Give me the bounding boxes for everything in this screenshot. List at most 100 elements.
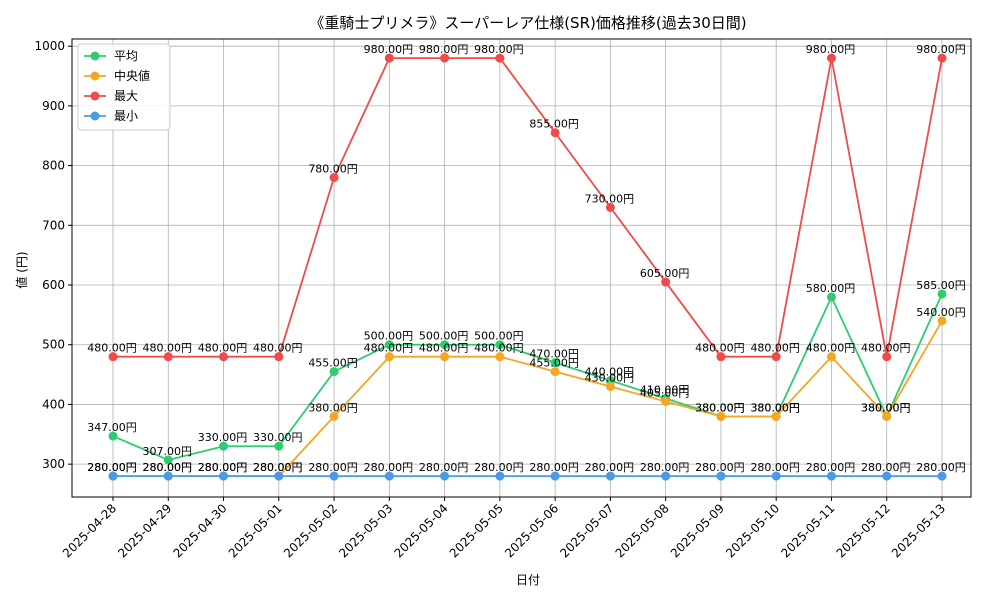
y-axis-label: 値 (円) [14, 251, 29, 288]
y-tick-label: 300 [42, 457, 65, 471]
y-tick-label: 700 [42, 218, 65, 232]
data-label: 280.00円 [87, 461, 137, 474]
data-point [937, 471, 947, 481]
data-label: 280.00円 [750, 461, 800, 474]
data-label: 380.00円 [308, 401, 358, 414]
data-label: 405.00円 [640, 386, 690, 399]
x-tick-label: 2025-05-02 [281, 501, 340, 560]
data-label: 855.00円 [529, 118, 579, 131]
data-label: 980.00円 [364, 43, 414, 56]
data-point [826, 352, 836, 362]
data-point [108, 431, 118, 441]
data-label: 380.00円 [695, 401, 745, 414]
data-label: 347.00円 [87, 421, 137, 434]
data-point [771, 411, 781, 421]
data-point [163, 455, 173, 465]
x-tick-label: 2025-05-13 [889, 501, 948, 560]
data-label: 280.00円 [806, 461, 856, 474]
data-label: 500.00円 [474, 330, 524, 343]
data-label: 540.00円 [916, 306, 966, 319]
x-tick-label: 2025-05-10 [723, 501, 782, 560]
y-axis: 300 400 500 600 700 800 900 1000 [34, 39, 72, 471]
data-labels: 347.00円 307.00円 330.00円 330.00円 455.00円 500.0… [87, 43, 966, 474]
data-point [495, 352, 505, 362]
data-label: 380.00円 [695, 401, 745, 414]
data-label: 307.00円 [143, 445, 193, 458]
data-point [440, 471, 450, 481]
y-tick-label: 900 [42, 99, 65, 113]
data-label: 380.00円 [861, 401, 911, 414]
x-tick-label: 2025-05-04 [392, 501, 451, 560]
x-tick-label: 2025-05-03 [336, 501, 395, 560]
data-point [274, 441, 284, 451]
data-label: 280.00円 [474, 461, 524, 474]
x-tick-label: 2025-05-08 [613, 501, 672, 560]
data-point [550, 128, 560, 138]
legend-label: 最小 [114, 109, 138, 123]
x-tick-label: 2025-04-29 [115, 501, 174, 560]
data-label: 480.00円 [253, 342, 303, 355]
y-tick-label: 400 [42, 397, 65, 411]
data-point [937, 53, 947, 63]
data-point [495, 53, 505, 63]
plot-frame [71, 38, 972, 498]
data-label: 455.00円 [308, 357, 358, 370]
data-point [550, 471, 560, 481]
data-label: 480.00円 [364, 342, 414, 355]
x-axis-label: 日付 [516, 573, 540, 587]
data-label: 280.00円 [364, 461, 414, 474]
data-point [826, 292, 836, 302]
data-label: 580.00円 [806, 282, 856, 295]
data-label: 280.00円 [198, 461, 248, 474]
data-point [605, 382, 615, 392]
data-point [440, 352, 450, 362]
legend-marker [90, 91, 100, 101]
data-label: 280.00円 [87, 461, 137, 474]
data-point [384, 471, 394, 481]
data-point [771, 471, 781, 481]
data-point [384, 53, 394, 63]
data-label: 730.00円 [585, 192, 635, 205]
data-point [716, 352, 726, 362]
data-point [771, 352, 781, 362]
data-label: 480.00円 [419, 342, 469, 355]
series-group [108, 53, 947, 481]
data-point [440, 53, 450, 63]
data-point [384, 352, 394, 362]
data-point [661, 471, 671, 481]
data-label: 980.00円 [419, 43, 469, 56]
data-label: 380.00円 [861, 401, 911, 414]
data-point [108, 352, 118, 362]
x-axis: 2025-04-282025-04-292025-04-302025-05-01… [60, 497, 948, 560]
data-label: 380.00円 [750, 401, 800, 414]
data-label: 605.00円 [640, 267, 690, 280]
legend-box [77, 43, 171, 131]
data-label: 780.00円 [308, 163, 358, 176]
data-label: 280.00円 [143, 461, 193, 474]
legend-marker [90, 111, 100, 121]
data-label: 380.00円 [750, 401, 800, 414]
legend-marker [90, 51, 100, 61]
data-label: 280.00円 [198, 461, 248, 474]
legend-marker [90, 71, 100, 81]
data-label: 280.00円 [253, 461, 303, 474]
data-point [605, 471, 615, 481]
data-point [219, 441, 229, 451]
chart-title: 《重騎士プリメラ》スーパーレア仕様(SR)価格推移(過去30日間) [309, 14, 746, 32]
data-point [219, 352, 229, 362]
data-label: 280.00円 [640, 461, 690, 474]
data-point [826, 53, 836, 63]
data-label: 280.00円 [695, 461, 745, 474]
data-point [274, 471, 284, 481]
data-point [661, 396, 671, 406]
y-tick-label: 600 [42, 278, 65, 292]
data-point [605, 202, 615, 212]
data-label: 500.00円 [364, 330, 414, 343]
data-point [329, 367, 339, 377]
x-tick-label: 2025-05-06 [502, 501, 561, 560]
data-label: 440.00円 [585, 366, 635, 379]
y-tick-label: 800 [42, 159, 65, 173]
data-label: 280.00円 [419, 461, 469, 474]
